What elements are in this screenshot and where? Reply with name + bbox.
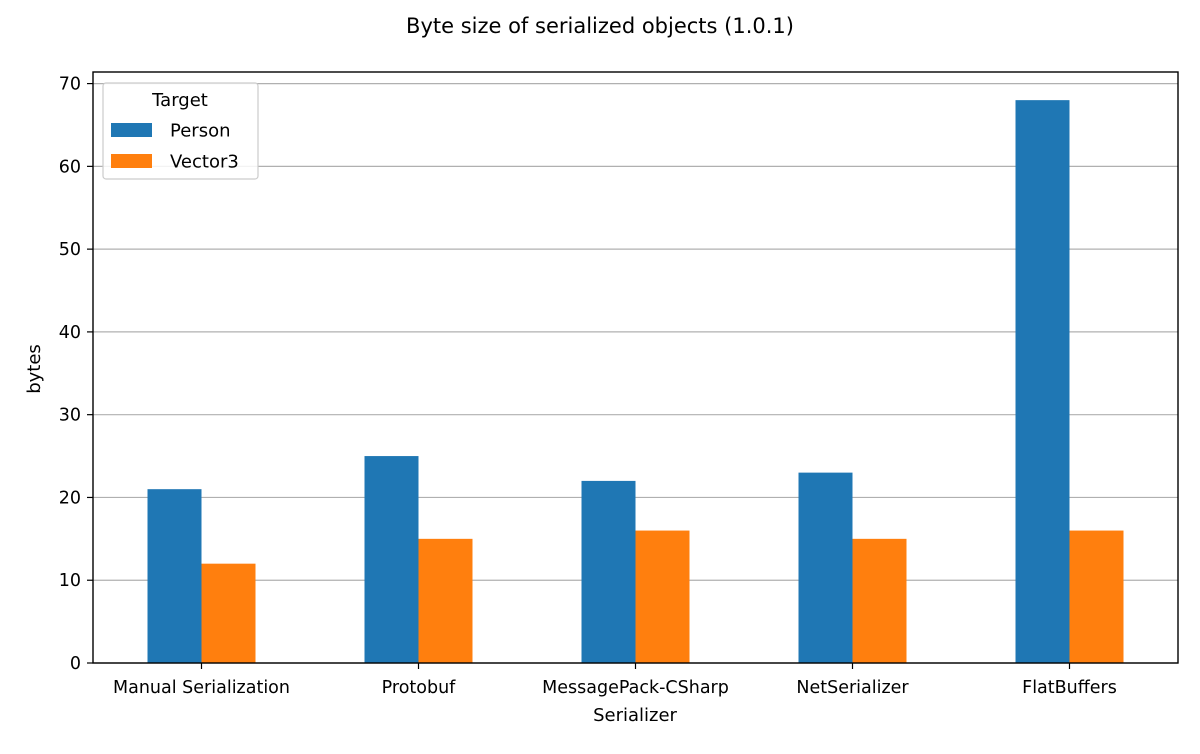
y-tick-label: 0 <box>70 654 81 674</box>
legend-label-person: Person <box>170 121 231 142</box>
x-tick-label: Protobuf <box>382 678 457 698</box>
chart-title: Byte size of serialized objects (1.0.1) <box>406 14 794 38</box>
bar-vector3-0 <box>201 563 256 663</box>
bars <box>147 100 1124 663</box>
legend-title: Target <box>151 90 208 111</box>
bar-person-1 <box>364 456 419 663</box>
legend-swatch-vector3 <box>111 154 152 168</box>
y-tick-label: 60 <box>59 157 81 177</box>
y-axis: 0 10 20 30 40 50 60 70 <box>59 75 93 674</box>
y-tick-label: 10 <box>59 571 81 591</box>
bar-vector3-2 <box>635 530 690 663</box>
legend-label-vector3: Vector3 <box>170 152 239 173</box>
bar-person-2 <box>581 480 636 663</box>
bar-vector3-4 <box>1069 530 1124 663</box>
y-tick-label: 40 <box>59 323 81 343</box>
legend: Target Person Vector3 <box>102 82 259 180</box>
legend-swatch-person <box>111 123 152 137</box>
x-axis: Manual Serialization Protobuf MessagePack-… <box>113 663 1117 698</box>
x-tick-label: FlatBuffers <box>1022 678 1117 698</box>
x-tick-label: NetSerializer <box>796 678 909 698</box>
y-tick-label: 30 <box>59 406 81 426</box>
y-tick-label: 50 <box>59 240 81 260</box>
y-tick-label: 20 <box>59 488 81 508</box>
x-tick-label: Manual Serialization <box>113 678 290 698</box>
x-tick-label: MessagePack-CSharp <box>542 678 729 698</box>
y-tick-label: 70 <box>59 75 81 95</box>
bar-vector3-3 <box>852 538 907 663</box>
x-axis-label: Serializer <box>593 705 677 726</box>
bar-person-4 <box>1015 100 1070 663</box>
y-axis-label: bytes <box>24 344 45 394</box>
bar-person-3 <box>798 472 853 663</box>
bar-vector3-1 <box>418 538 473 663</box>
bar-person-0 <box>147 489 202 663</box>
